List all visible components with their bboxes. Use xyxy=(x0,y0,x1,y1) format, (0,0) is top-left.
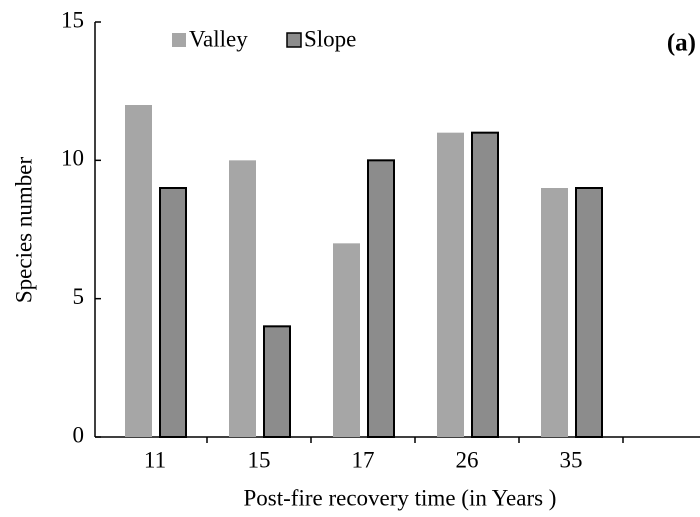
bar xyxy=(437,132,464,437)
bar xyxy=(229,160,256,438)
bar xyxy=(575,187,603,438)
x-axis-label: Post-fire recovery time (in Years ) xyxy=(244,485,557,510)
legend-label: Valley xyxy=(189,26,248,51)
legend-swatch xyxy=(286,32,302,48)
x-tick-label: 15 xyxy=(248,447,271,472)
y-tick-label: 15 xyxy=(61,7,84,32)
bar xyxy=(541,188,568,437)
bar xyxy=(125,105,152,437)
y-axis-label: Species number xyxy=(11,157,36,304)
y-tick-label: 0 xyxy=(73,422,85,447)
x-tick-label: 26 xyxy=(456,447,479,472)
y-tick-label: 10 xyxy=(61,146,84,171)
annotation: (a) xyxy=(667,30,696,57)
bar xyxy=(333,243,360,437)
y-tick-label: 5 xyxy=(73,284,85,309)
legend-swatch xyxy=(172,33,186,47)
x-tick-label: 35 xyxy=(560,447,583,472)
bar xyxy=(367,159,395,438)
bar xyxy=(159,187,187,438)
legend-label: Slope xyxy=(304,26,356,51)
x-tick-label: 11 xyxy=(144,447,166,472)
bar xyxy=(471,131,499,439)
x-tick-label: 17 xyxy=(352,447,375,472)
bar xyxy=(263,325,291,439)
